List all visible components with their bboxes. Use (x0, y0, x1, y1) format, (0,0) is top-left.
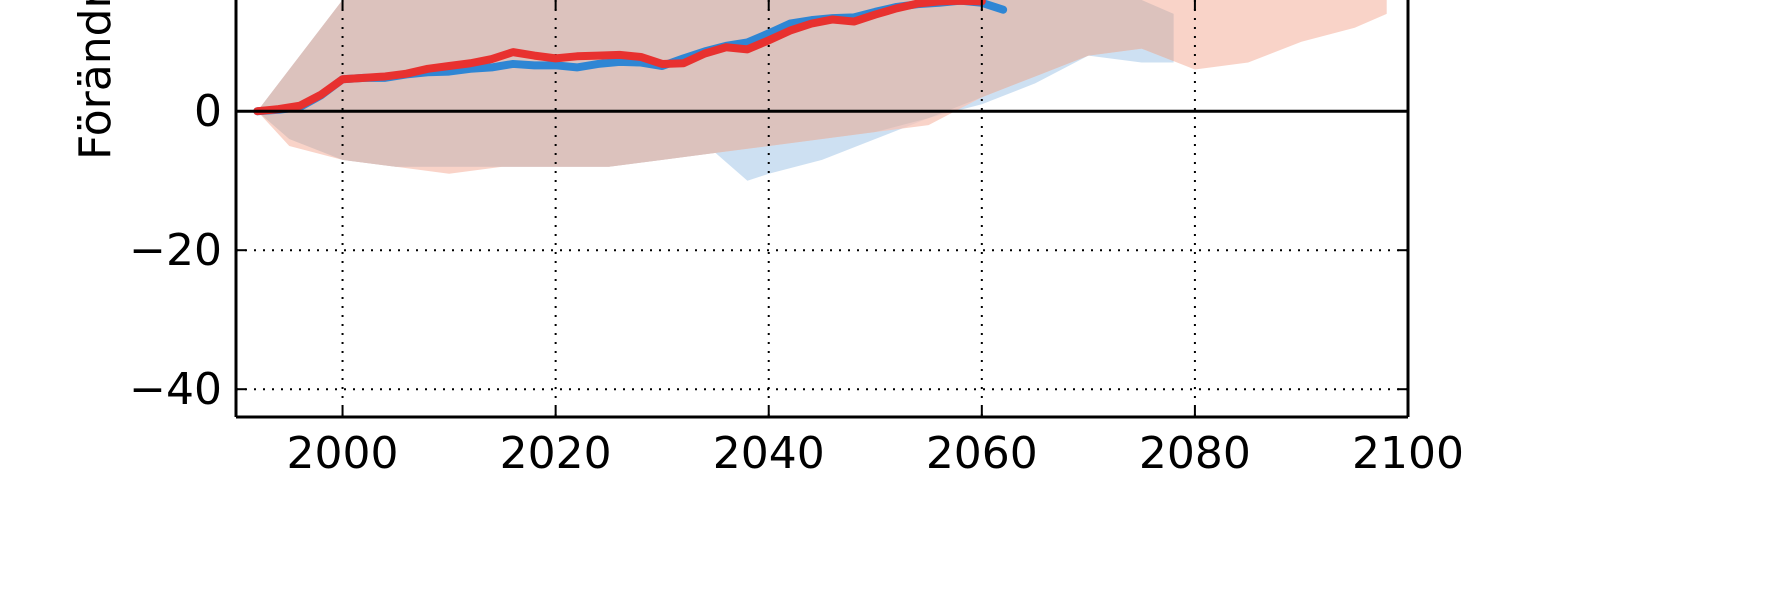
x-tick-label: 2100 (1352, 428, 1464, 479)
x-axis-ticks: 2000 2020 2040 2060 2080 2100 (287, 0, 1464, 479)
x-tick-label: 2080 (1139, 428, 1251, 479)
axes-frame (234, 0, 1410, 419)
confidence-bands (257, 0, 1387, 181)
x-tick-label: 2040 (713, 428, 825, 479)
y-axis-ticks: −40 −20 0 (129, 86, 1408, 415)
grid (236, 0, 1408, 417)
y-tick-label: 0 (194, 86, 222, 137)
series-lines (253, 0, 1008, 116)
y-tick-label: −20 (129, 225, 222, 276)
red-series-line (253, 0, 986, 116)
y-tick-label: −40 (129, 364, 222, 415)
x-tick-label: 2060 (926, 428, 1038, 479)
y-axis-label: Förändring (70, 0, 121, 160)
x-tick-label: 2000 (287, 428, 399, 479)
x-tick-label: 2020 (500, 428, 612, 479)
overlap-band (257, 0, 1174, 167)
